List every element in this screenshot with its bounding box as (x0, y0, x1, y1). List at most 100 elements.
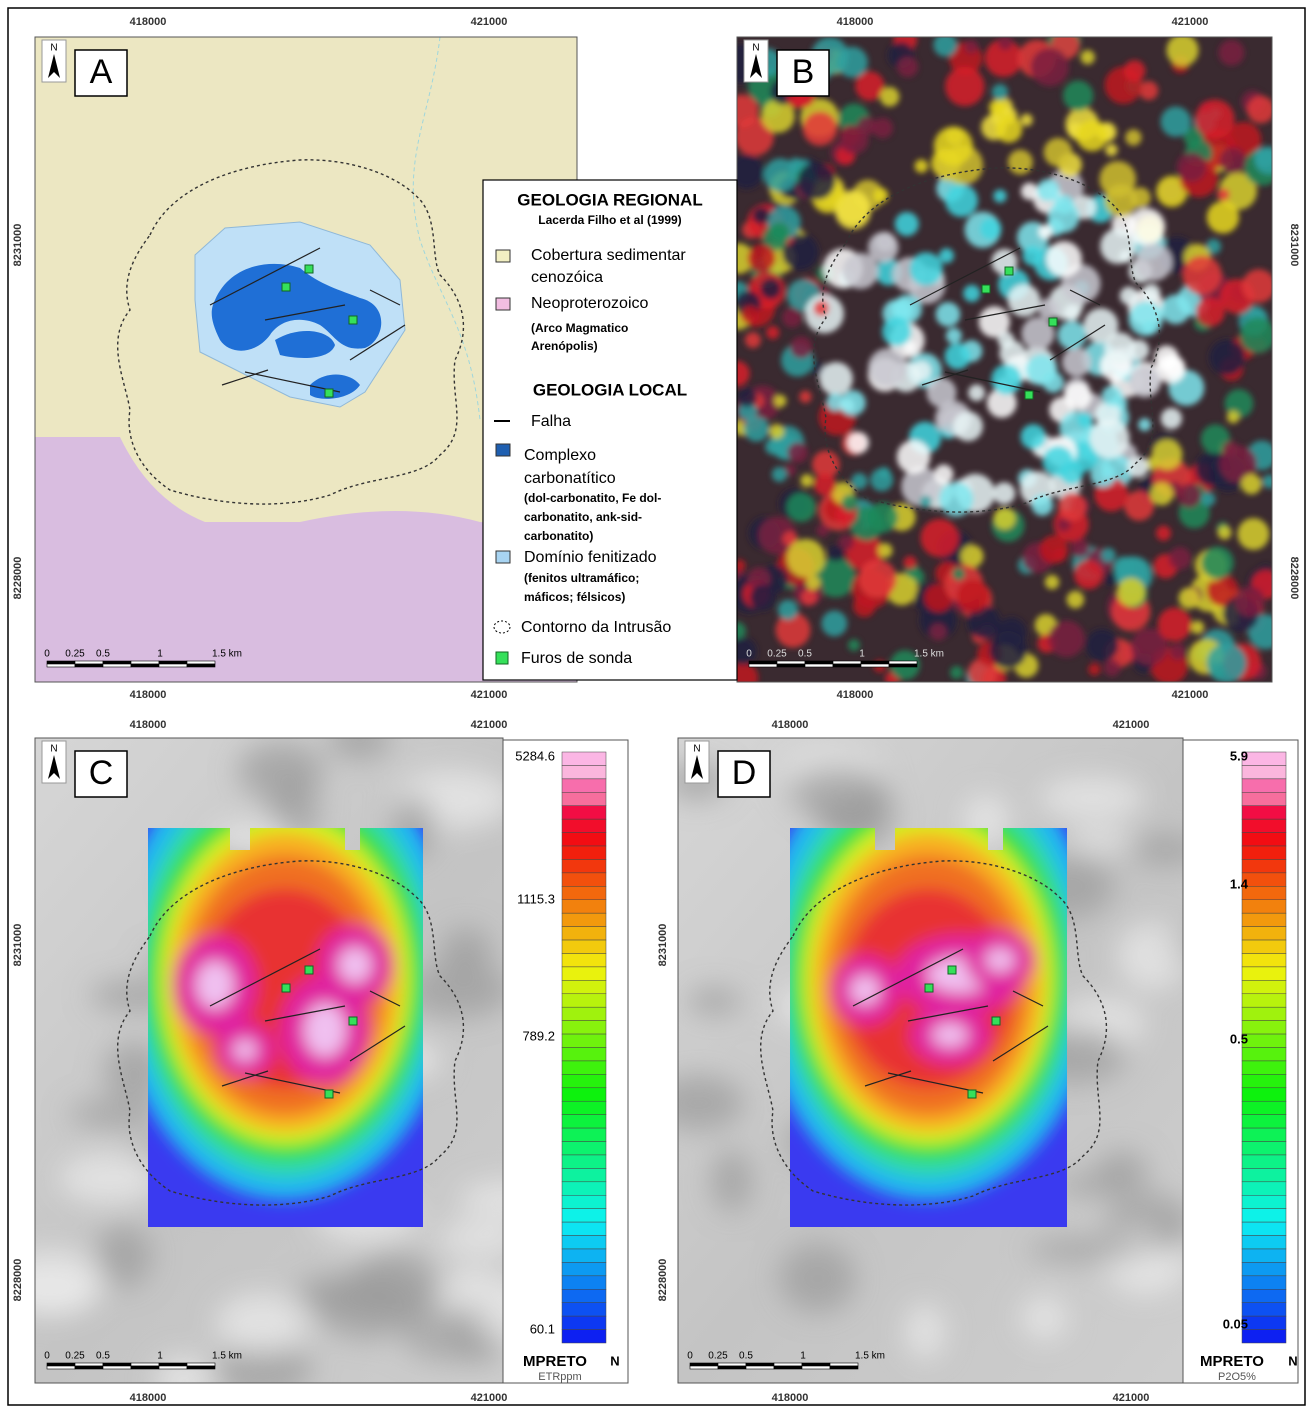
color-bar-step (562, 1115, 606, 1128)
scale-segment (75, 1366, 103, 1369)
color-bar-step (1242, 1034, 1286, 1047)
x-coordinate: 418000 (837, 689, 874, 701)
composite-blob (1104, 659, 1121, 676)
color-bar-step (562, 967, 606, 980)
color-bar-step (562, 953, 606, 966)
swatch-complexo (496, 444, 510, 456)
y-coordinate: 8231000 (12, 224, 24, 267)
composite-blob (840, 390, 865, 415)
composite-blob (827, 545, 844, 562)
composite-blob (840, 125, 869, 154)
composite-blob (1021, 424, 1046, 449)
relief (1069, 828, 1133, 851)
color-bar-label: 60.1 (530, 1321, 555, 1336)
color-bar-step (562, 1021, 606, 1034)
relief (69, 1100, 161, 1127)
x-coordinate: 418000 (772, 719, 809, 731)
scale-segment (131, 664, 159, 667)
composite-blob (1008, 150, 1033, 175)
composite-blob (769, 424, 784, 439)
anomaly-peak (304, 1003, 346, 1057)
composite-blob (1262, 474, 1276, 488)
x-coordinate: 418000 (130, 719, 167, 731)
composite-blob (1037, 179, 1060, 202)
composite-blob (934, 465, 953, 484)
composite-blob (747, 244, 775, 272)
color-bar-step (562, 1236, 606, 1249)
composite-blob (1152, 439, 1183, 470)
composite-blob (1102, 386, 1122, 406)
relief (653, 1075, 744, 1131)
scale-label: 1.5 km (212, 1351, 242, 1362)
composite-blob (1195, 99, 1234, 138)
composite-blob (772, 467, 787, 482)
color-bar-step (1242, 953, 1286, 966)
color-bar-label: 789.2 (522, 1028, 555, 1043)
composite-blob (1048, 620, 1085, 657)
composite-blob (842, 253, 878, 289)
composite-blob (945, 67, 984, 106)
x-coordinate: 418000 (772, 1392, 809, 1404)
legend: GEOLOGIA REGIONALLacerda Filho et al (19… (483, 180, 737, 680)
composite-blob (750, 584, 776, 610)
color-bar-step (1242, 1142, 1286, 1155)
color-bar-step (1242, 1128, 1286, 1141)
composite-blob (821, 611, 847, 637)
x-coordinate: 418000 (130, 1392, 167, 1404)
composite-blob (1160, 180, 1183, 203)
composite-blob (873, 188, 888, 203)
composite-blob (1177, 484, 1201, 508)
legend-text: carbonatito, ank-sid- (524, 510, 642, 524)
relief (294, 1275, 389, 1309)
composite-blob (1166, 34, 1198, 66)
composite-blob (1217, 188, 1230, 201)
color-bar-step (1242, 1182, 1286, 1195)
scale-label: 1 (157, 1351, 163, 1362)
composite-blob (1240, 317, 1276, 353)
map-d (653, 738, 1223, 1383)
color-bar-step (1242, 1289, 1286, 1302)
scale-segment (75, 1363, 103, 1366)
color-bar-step (562, 1303, 606, 1316)
scale-segment (103, 661, 131, 664)
scale-segment (830, 1366, 858, 1369)
scale-label: 0.25 (708, 1351, 728, 1362)
composite-blob (1177, 153, 1207, 183)
color-bar-step (1242, 913, 1286, 926)
scale-segment (749, 664, 777, 667)
composite-blob (782, 308, 802, 328)
scale-segment (690, 1363, 718, 1366)
scale-segment (805, 664, 833, 667)
composite-blob (1138, 418, 1151, 431)
color-bar-step (1242, 1222, 1286, 1235)
color-bar-step (562, 819, 606, 832)
scale-segment (833, 664, 861, 667)
color-bar-step (1242, 1303, 1286, 1316)
anomaly-peak (196, 961, 234, 1009)
relief (1096, 1151, 1148, 1195)
color-bar-step (562, 940, 606, 953)
anomaly-peak (985, 948, 1015, 972)
legend-text: Contorno da Intrusão (521, 619, 671, 636)
x-coordinate: 421000 (471, 689, 508, 701)
composite-blob (1139, 81, 1158, 100)
color-bar-step (1242, 1007, 1286, 1020)
color-bar-label: 1115.3 (517, 891, 555, 906)
scale-segment (103, 664, 131, 667)
color-bar-step (562, 792, 606, 805)
composite-blob (946, 328, 962, 344)
composite-blob (960, 545, 983, 568)
x-coordinate: 421000 (471, 1392, 508, 1404)
x-coordinate: 418000 (130, 16, 167, 28)
composite-blob (752, 207, 769, 224)
composite-blob (841, 494, 858, 511)
composite-blob (1064, 304, 1080, 320)
color-bar-step (562, 806, 606, 819)
scale-label: 0.5 (96, 1351, 110, 1362)
anomaly-peak (233, 1039, 257, 1061)
scale-segment (777, 661, 805, 664)
composite-blob (1220, 147, 1246, 173)
color-bar-step (562, 1316, 606, 1329)
color-bar-step (1242, 1262, 1286, 1275)
composite-blob (1207, 201, 1239, 233)
